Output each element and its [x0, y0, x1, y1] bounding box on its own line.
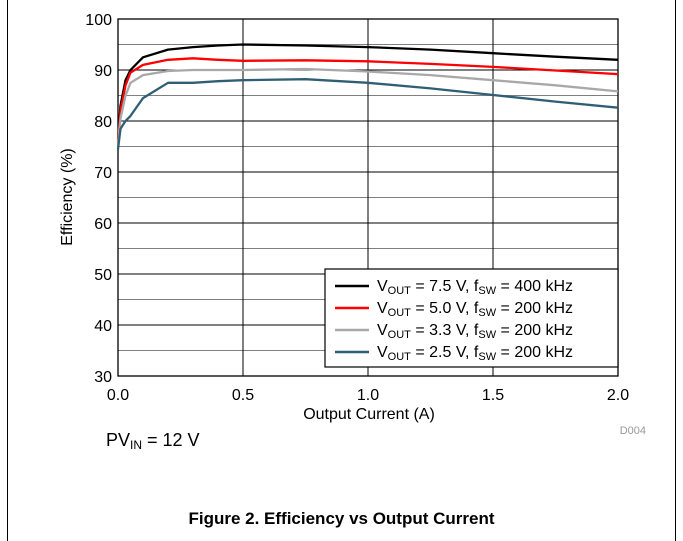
plot-area: [117, 18, 619, 377]
legend: [324, 268, 619, 368]
legend-text: V: [377, 322, 388, 339]
legend-text: = 7.5 V, f: [411, 278, 479, 295]
x-tick-label: 1.0: [357, 387, 379, 404]
legend-entry-2: VOUT = 5.0 V, fSW = 200 kHz: [377, 300, 573, 319]
legend-subscript: OUT: [388, 307, 412, 319]
x-axis-label: Output Current (A): [303, 406, 435, 423]
y-tick-label: 70: [94, 165, 112, 182]
graph-id: D004: [620, 425, 646, 437]
series-line-4: [116, 78, 619, 150]
legend-entry-4: VOUT = 2.5 V, fSW = 200 kHz: [377, 344, 573, 363]
legend-text: V: [377, 300, 388, 317]
x-tick-label: 1.5: [482, 387, 504, 404]
legend-entry-3: VOUT = 3.3 V, fSW = 200 kHz: [377, 322, 573, 341]
legend-text: = 200 kHz: [496, 300, 573, 317]
legend-subscript: OUT: [388, 329, 412, 341]
x-tick-label: 2.0: [607, 387, 629, 404]
y-tick-label: 30: [94, 369, 112, 386]
series-line-3: [116, 67, 619, 145]
legend-subscript: OUT: [388, 285, 412, 297]
legend-text: V: [377, 278, 388, 295]
legend-text: = 3.3 V, f: [411, 322, 479, 339]
x-tick-label: 0.0: [107, 387, 129, 404]
y-tick-label: 80: [94, 114, 112, 131]
y-tick-label: 90: [94, 63, 112, 80]
legend-entry-1: VOUT = 7.5 V, fSW = 400 kHz: [377, 278, 573, 297]
figure-caption: Figure 2. Efficiency vs Output Current: [188, 509, 495, 528]
x-tick-label: 0.5: [232, 387, 254, 404]
y-tick-label: 50: [94, 267, 112, 284]
legend-text: V: [377, 344, 388, 361]
legend-text: = 200 kHz: [496, 344, 573, 361]
legend-text: = 5.0 V, f: [411, 300, 479, 317]
legend-text: = 400 kHz: [496, 278, 573, 295]
legend-text: = 2.5 V, f: [411, 344, 479, 361]
series-line-1: [116, 43, 619, 139]
legend-subscript: SW: [478, 329, 496, 341]
y-tick-label: 40: [94, 318, 112, 335]
legend-subscript: SW: [478, 307, 496, 319]
series-line-2: [116, 57, 619, 142]
legend-subscript: OUT: [388, 351, 412, 363]
y-axis-label: Efficiency (%): [59, 148, 76, 246]
legend-subscript: SW: [478, 285, 496, 297]
legend-subscript: SW: [478, 351, 496, 363]
y-tick-label: 60: [94, 216, 112, 233]
y-tick-label: 100: [85, 12, 112, 29]
legend-text: = 200 kHz: [496, 322, 573, 339]
input-voltage-condition: PVIN = 12 V: [106, 430, 200, 452]
